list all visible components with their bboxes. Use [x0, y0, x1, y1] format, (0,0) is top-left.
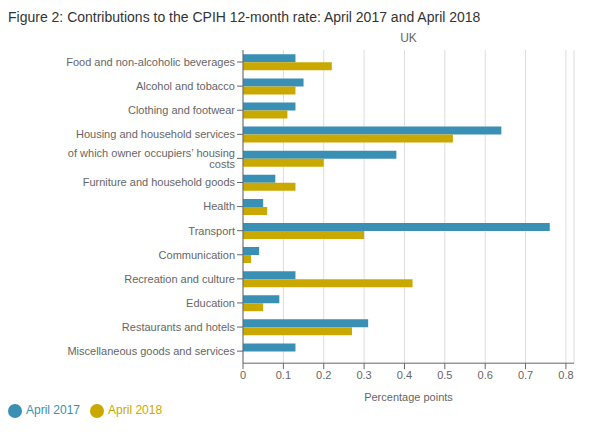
- svg-text:0.7: 0.7: [518, 369, 533, 381]
- svg-text:of which owner occupiers’ hous: of which owner occupiers’ housingcosts: [68, 147, 236, 170]
- svg-text:Food and non-alcoholic beverag: Food and non-alcoholic beverages: [66, 56, 235, 68]
- svg-text:Alcohol and tobacco: Alcohol and tobacco: [136, 80, 235, 92]
- html-text:Figure 2: Contributions to the: Figure 2: Contributions to the CPIH 12-m…: [8, 9, 481, 25]
- html-text:April 2017: April 2017: [26, 403, 80, 418]
- svg-text:Miscellaneous goods and servic: Miscellaneous goods and services: [67, 345, 235, 357]
- svg-text:0.6: 0.6: [478, 369, 493, 381]
- svg-text:0.2: 0.2: [316, 369, 331, 381]
- svg-text:0.1: 0.1: [276, 369, 291, 381]
- svg-text:Transport: Transport: [188, 225, 235, 237]
- svg-text:Education: Education: [186, 297, 235, 309]
- svg-text:Clothing and footwear: Clothing and footwear: [128, 104, 235, 116]
- svg-text:Restaurants and hotels: Restaurants and hotels: [122, 321, 236, 333]
- svg-text:Recreation and culture: Recreation and culture: [124, 273, 235, 285]
- svg-text:Furniture and household goods: Furniture and household goods: [83, 176, 236, 188]
- html-text:April 2018: April 2018: [108, 403, 163, 418]
- svg-text:Communication: Communication: [159, 249, 235, 261]
- svg-text:0: 0: [240, 369, 246, 381]
- svg-text:Percentage points: Percentage points: [364, 391, 453, 403]
- svg-text:0.5: 0.5: [437, 369, 452, 381]
- html-text:UK: UK: [400, 31, 417, 45]
- svg-text:0.3: 0.3: [356, 369, 371, 381]
- svg-text:0.4: 0.4: [397, 369, 412, 381]
- svg-text:Housing and household services: Housing and household services: [76, 128, 235, 140]
- svg-text:0.8: 0.8: [558, 369, 573, 381]
- svg-text:Health: Health: [203, 200, 235, 212]
